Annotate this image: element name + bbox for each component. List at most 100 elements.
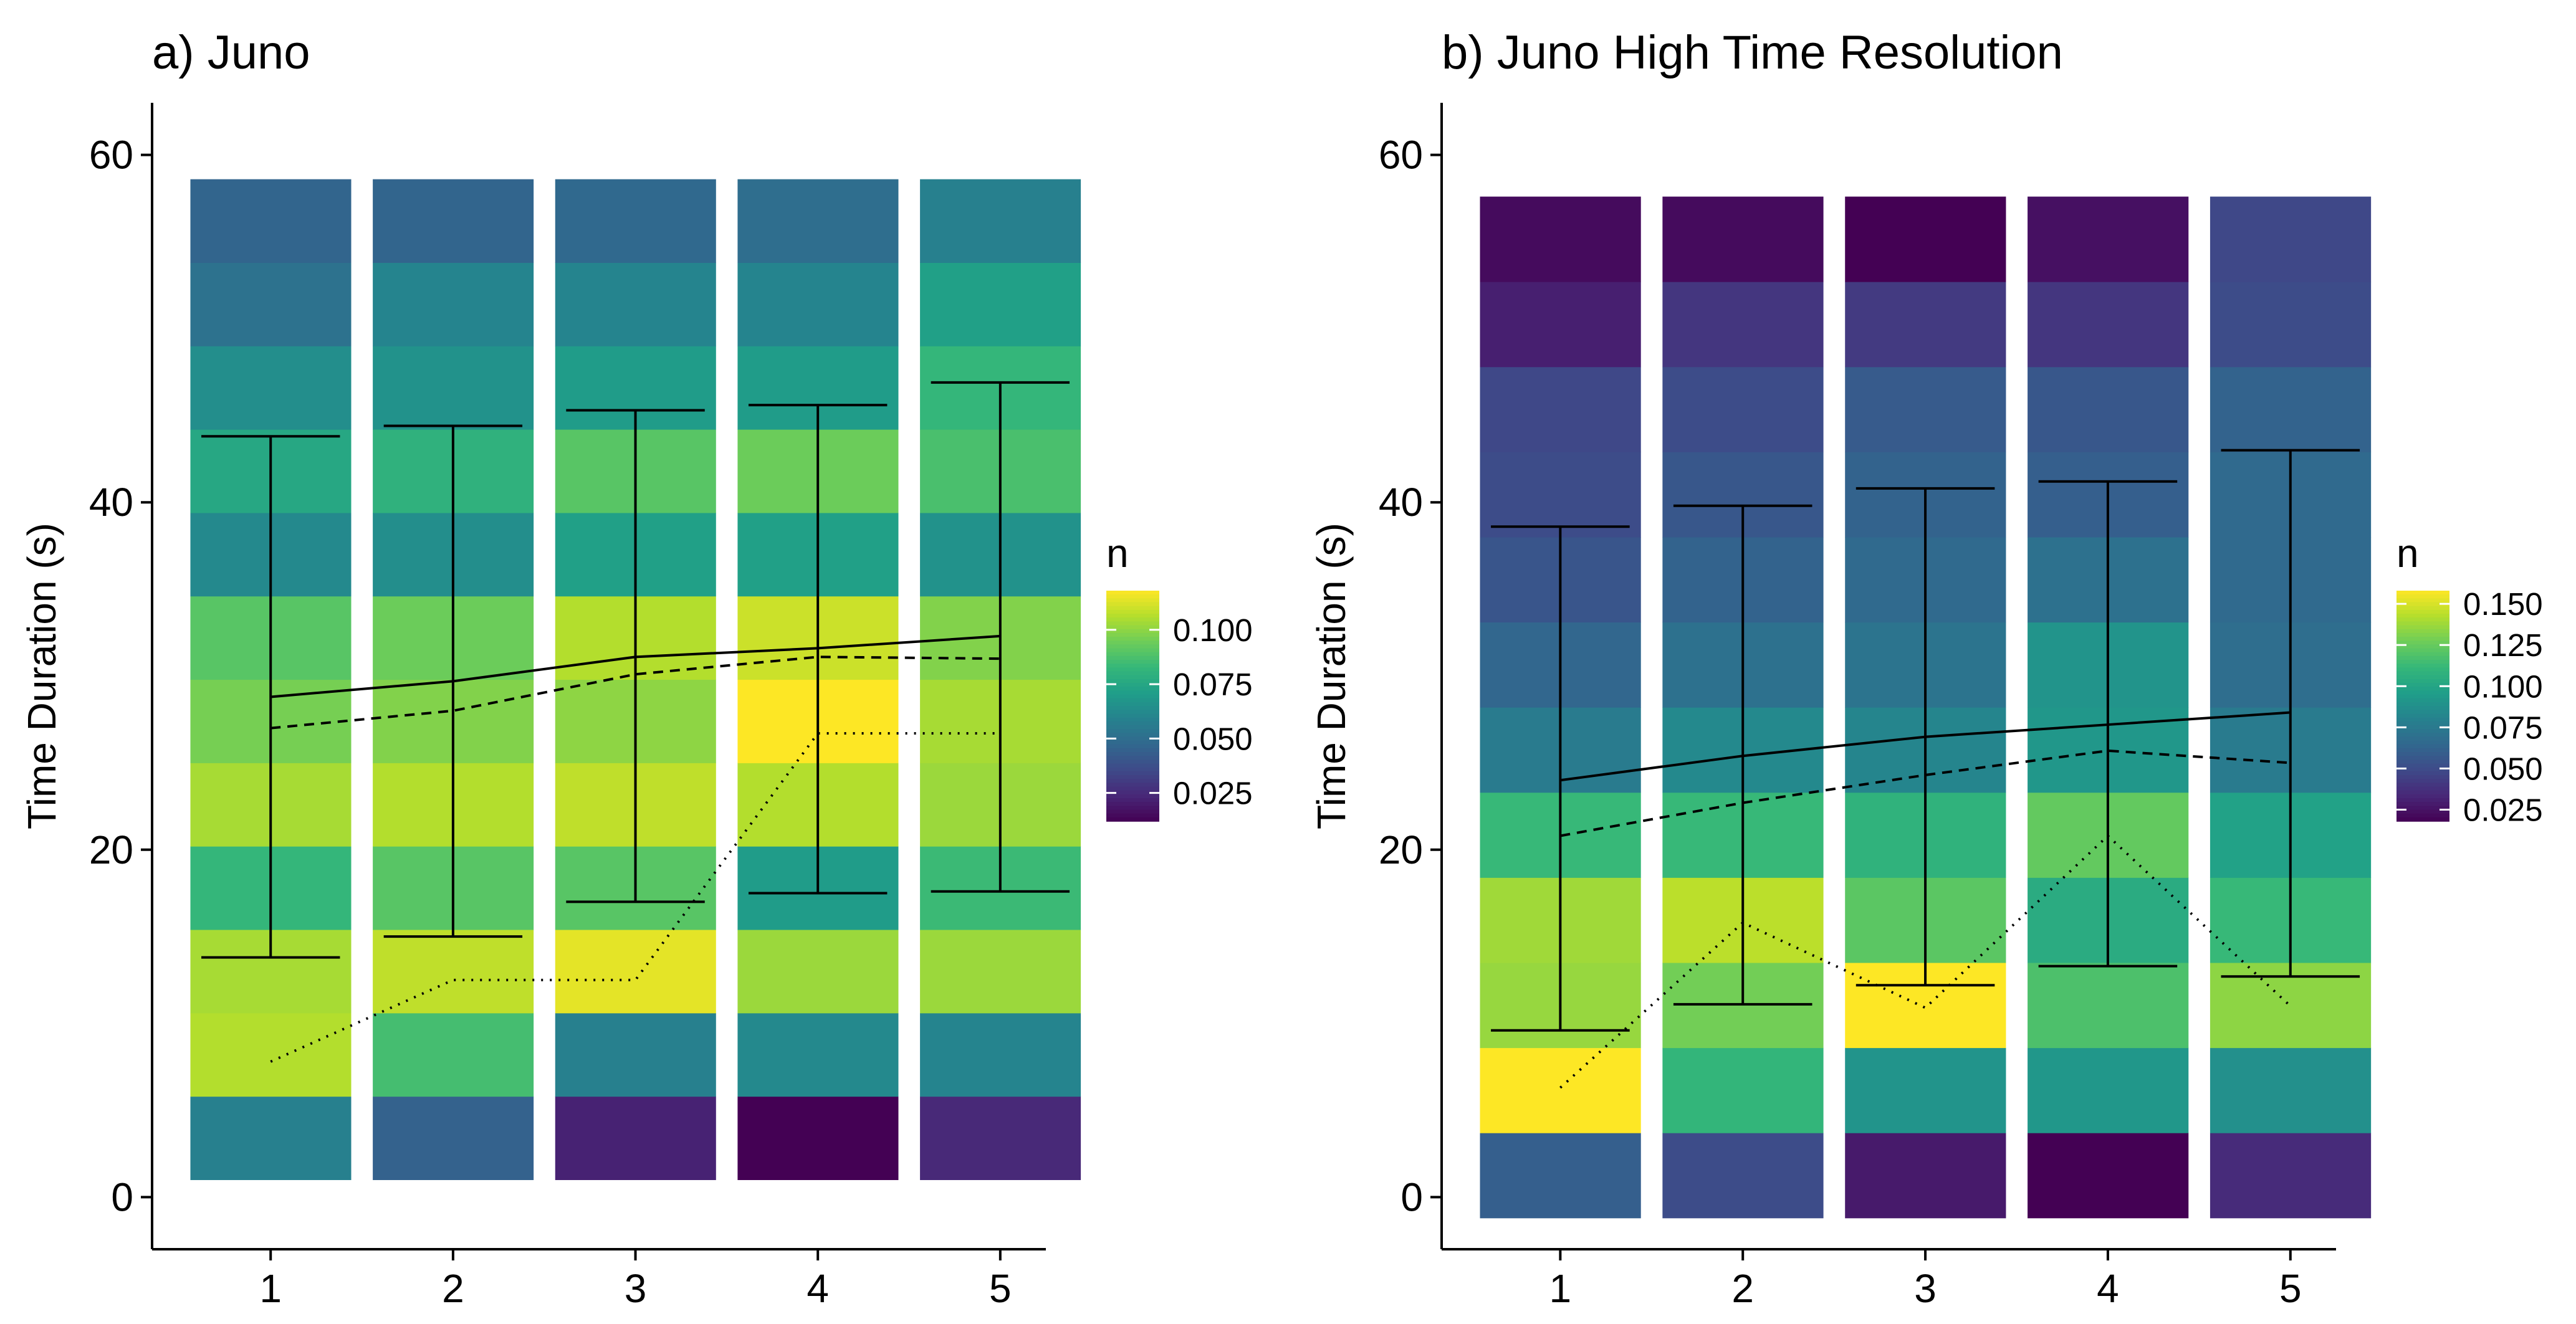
panel-b-legend-colorbar-segment xyxy=(2396,644,2449,649)
panel-b-title: b) Juno High Time Resolution xyxy=(1442,26,2063,79)
panel-a-heat-cell xyxy=(190,1096,352,1180)
panel-a-y-tick-label: 60 xyxy=(89,133,133,178)
panel-b-legend-colorbar-segment xyxy=(2396,671,2449,676)
panel-a-legend-colorbar-segment xyxy=(1106,598,1159,603)
panel-b-legend-colorbar-segment xyxy=(2396,744,2449,749)
panel-b-legend-colorbar-segment xyxy=(2396,798,2449,802)
panel-a-legend-colorbar-segment xyxy=(1106,760,1159,764)
panel-a-legend-colorbar-segment xyxy=(1106,614,1159,618)
panel-b-legend-colorbar-segment xyxy=(2396,614,2449,618)
panel-a-legend-colorbar-segment xyxy=(1106,809,1159,814)
panel-b-legend-colorbar-segment xyxy=(2396,740,2449,745)
panel-a-legend-colorbar-segment xyxy=(1106,721,1159,726)
panel-b-legend-colorbar-segment xyxy=(2396,779,2449,784)
panel-b-legend-colorbar-segment xyxy=(2396,629,2449,634)
panel-a-heat-cell xyxy=(737,262,899,346)
panel-a-legend-colorbar-segment xyxy=(1106,752,1159,756)
panel-b-heat-cell xyxy=(1845,1047,2006,1133)
panel-b-legend-colorbar-segment xyxy=(2396,713,2449,718)
panel-a-legend-colorbar-segment xyxy=(1106,756,1159,761)
panel-a-heat-cell xyxy=(555,262,716,346)
panel-b-median-line xyxy=(1560,749,2291,837)
panel-a-legend-colorbar-segment xyxy=(1106,813,1159,818)
panel-b-legend-colorbar-segment xyxy=(2396,591,2449,595)
panel-b-heat-cell xyxy=(1480,1133,1641,1219)
panel-b-legend-colorbar-segment xyxy=(2396,736,2449,741)
panel-a-legend-colorbar-segment xyxy=(1106,644,1159,649)
panel-b-heat-cell xyxy=(1662,366,1824,452)
panel-a-legend-colorbar-segment xyxy=(1106,664,1159,669)
panel-b-legend-colorbar-segment xyxy=(2396,602,2449,607)
panel-b-heat-cell xyxy=(1845,196,2006,282)
panel-b-legend-colorbar-segment xyxy=(2396,702,2449,707)
panel-b-legend-colorbar-segment xyxy=(2396,694,2449,699)
panel-a-legend-colorbar-segment xyxy=(1106,679,1159,683)
panel-a-legend-colorbar-segment xyxy=(1106,740,1159,745)
panel-b-heat-cell xyxy=(2210,1133,2372,1219)
panel-a-legend-colorbar-segment xyxy=(1106,729,1159,733)
panel-b-legend-colorbar-segment xyxy=(2396,683,2449,687)
panel-a-legend-colorbar-segment xyxy=(1106,690,1159,695)
panel-b-legend-colorbar-segment xyxy=(2396,775,2449,779)
panel-b-legend-colorbar-segment xyxy=(2396,664,2449,669)
panel-b-legend-tick-label: 0.075 xyxy=(2463,710,2543,745)
panel-b-heat-cell xyxy=(1662,1047,1824,1133)
panel-b-x-tick-label: 1 xyxy=(1549,1266,1572,1311)
panel-b-legend-colorbar-segment xyxy=(2396,733,2449,738)
panel-a-y-tick-label: 20 xyxy=(89,827,133,872)
panel-b-legend-colorbar-segment xyxy=(2396,725,2449,730)
panel-b-y-tick-label: 20 xyxy=(1379,827,1423,872)
panel-a-heat-cell xyxy=(920,930,1081,1014)
panel-a-legend-colorbar-segment xyxy=(1106,725,1159,730)
panel-a-legend-colorbar-segment xyxy=(1106,632,1159,637)
panel-a-legend-tick-label: 0.025 xyxy=(1173,776,1253,811)
panel-a-legend-colorbar-segment xyxy=(1106,591,1159,595)
panel-a-heat-cell xyxy=(373,1096,534,1180)
panel-b-legend-colorbar-segment xyxy=(2396,617,2449,622)
panel-b-legend-colorbar-segment xyxy=(2396,606,2449,611)
panel-a-legend-colorbar-segment xyxy=(1106,683,1159,687)
panel-a-legend-colorbar-segment xyxy=(1106,637,1159,641)
panel-a-x-tick-label: 1 xyxy=(259,1266,282,1311)
panel-b-x-tick-label: 3 xyxy=(1914,1266,1937,1311)
panel-b-legend-tick-label: 0.025 xyxy=(2463,793,2543,828)
panel-b-legend-colorbar-segment xyxy=(2396,679,2449,683)
panel-b-heat-cell xyxy=(2028,1133,2189,1219)
panel-b-legend-colorbar-segment xyxy=(2396,752,2449,756)
panel-b-legend-colorbar-segment xyxy=(2396,667,2449,672)
panel-b-legend-title: n xyxy=(2396,531,2419,576)
panel-b-heat-cell xyxy=(2210,1047,2372,1133)
panel-a-heat-cell xyxy=(920,1096,1081,1180)
panel-a-legend-colorbar-segment xyxy=(1106,790,1159,795)
panel-a-legend-colorbar-segment xyxy=(1106,648,1159,653)
panel-a-heat-cell xyxy=(373,262,534,346)
panel-b-heat-cell xyxy=(1662,196,1824,282)
panel-b-legend-colorbar-segment xyxy=(2396,632,2449,637)
panel-b-legend-colorbar-segment xyxy=(2396,660,2449,664)
panel-b-heat-cell xyxy=(1662,282,1824,368)
panel-a-heat-cell xyxy=(373,1012,534,1097)
panel-a-legend-colorbar-segment xyxy=(1106,748,1159,753)
panel-a-legend-colorbar-segment xyxy=(1106,798,1159,802)
panel-a-legend-colorbar-segment xyxy=(1106,702,1159,707)
panel-a-median-line xyxy=(271,655,1000,730)
panel-b-legend-tick-label: 0.100 xyxy=(2463,669,2543,704)
panel-b-heat-cell xyxy=(1845,366,2006,452)
panel-a-legend-colorbar-segment xyxy=(1106,602,1159,607)
panel-b-legend-colorbar-segment xyxy=(2396,710,2449,715)
panel-b-heat-cell xyxy=(1845,1133,2006,1219)
panel-b-legend-colorbar-segment xyxy=(2396,817,2449,822)
panel-b-legend-tick-label: 0.150 xyxy=(2463,586,2543,622)
panel-b-heat-cell xyxy=(2028,282,2189,368)
panel-a-heat-cell xyxy=(373,346,534,430)
panel-b-y-tick-label: 0 xyxy=(1401,1174,1423,1219)
panel-b-x-tick-label: 5 xyxy=(2279,1266,2302,1311)
panel-a-legend-colorbar-segment xyxy=(1106,594,1159,599)
panel-b-legend-colorbar-segment xyxy=(2396,648,2449,653)
panel-a-legend-colorbar-segment xyxy=(1106,794,1159,799)
panel-a-legend-tick-label: 0.050 xyxy=(1173,721,1253,756)
panel-a-legend-colorbar-segment xyxy=(1106,641,1159,645)
panel-a-legend-colorbar-segment xyxy=(1106,783,1159,788)
panel-a-legend-colorbar-segment xyxy=(1106,606,1159,611)
